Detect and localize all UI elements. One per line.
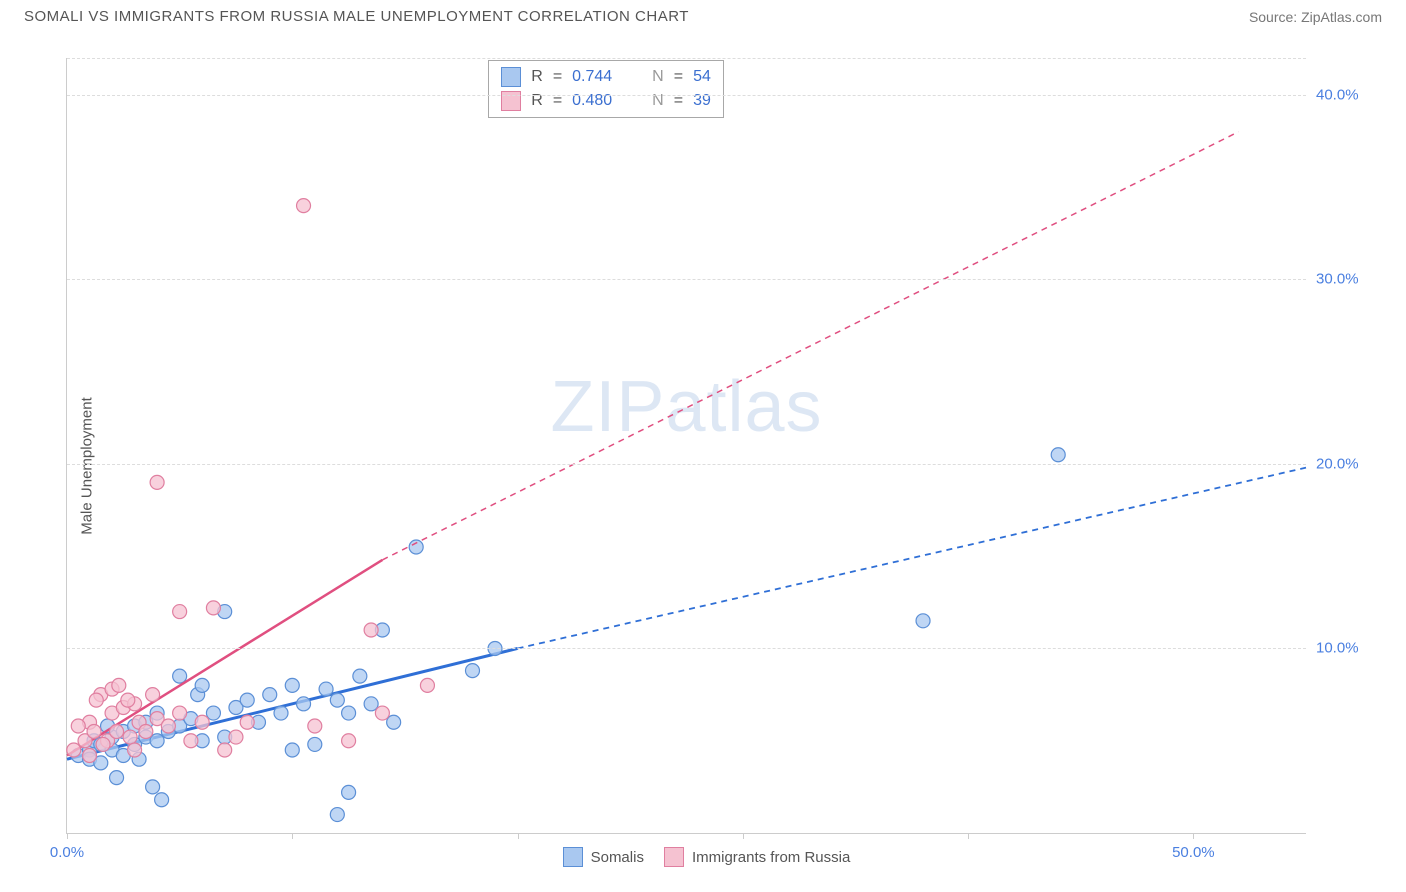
data-point	[308, 737, 322, 751]
data-point	[128, 743, 142, 757]
data-point	[87, 725, 101, 739]
data-point	[89, 693, 103, 707]
gridline	[67, 58, 1306, 59]
y-tick-label: 30.0%	[1316, 271, 1376, 288]
x-tick	[1193, 833, 1194, 839]
data-point	[112, 678, 126, 692]
data-point	[240, 715, 254, 729]
data-point	[297, 697, 311, 711]
trend-line-dashed	[382, 132, 1238, 560]
x-tick	[67, 833, 68, 839]
data-point	[387, 715, 401, 729]
data-point	[218, 743, 232, 757]
y-tick-label: 40.0%	[1316, 86, 1376, 103]
legend-item: Somalis	[563, 847, 644, 867]
gridline	[67, 464, 1306, 465]
data-point	[285, 743, 299, 757]
data-point	[161, 719, 175, 733]
x-tick	[292, 833, 293, 839]
data-point	[330, 693, 344, 707]
chart-container: Male Unemployment ZIPatlas R=0.744N=54R=…	[48, 48, 1386, 884]
data-point	[375, 706, 389, 720]
data-point	[916, 614, 930, 628]
data-point	[342, 706, 356, 720]
data-point	[420, 678, 434, 692]
data-point	[195, 715, 209, 729]
data-point	[274, 706, 288, 720]
data-point	[83, 749, 97, 763]
data-point	[342, 785, 356, 799]
data-point	[285, 678, 299, 692]
data-point	[240, 693, 254, 707]
data-point	[342, 734, 356, 748]
data-point	[173, 669, 187, 683]
data-point	[184, 734, 198, 748]
legend-bottom: Somalis Immigrants from Russia	[563, 847, 851, 867]
data-point	[110, 771, 124, 785]
gridline	[67, 648, 1306, 649]
data-point	[364, 697, 378, 711]
gridline	[67, 279, 1306, 280]
data-point	[465, 664, 479, 678]
data-point	[297, 199, 311, 213]
data-point	[155, 793, 169, 807]
data-point	[229, 730, 243, 744]
y-tick-label: 20.0%	[1316, 455, 1376, 472]
data-point	[364, 623, 378, 637]
data-point	[121, 693, 135, 707]
data-point	[206, 601, 220, 615]
x-tick-label: 0.0%	[50, 844, 84, 861]
data-point	[96, 737, 110, 751]
data-point	[353, 669, 367, 683]
y-tick-label: 10.0%	[1316, 640, 1376, 657]
x-tick-label: 50.0%	[1172, 844, 1215, 861]
x-tick	[743, 833, 744, 839]
x-tick	[518, 833, 519, 839]
data-point	[71, 719, 85, 733]
legend-label: Somalis	[591, 849, 644, 866]
trend-line-dashed	[518, 468, 1306, 649]
data-point	[150, 734, 164, 748]
data-point	[146, 688, 160, 702]
data-point	[263, 688, 277, 702]
plot-area: ZIPatlas R=0.744N=54R=0.480N=39 SomalisI…	[66, 58, 1306, 834]
legend-swatch	[563, 847, 583, 867]
data-point	[1051, 448, 1065, 462]
legend-item: Immigrants from Russia	[664, 847, 850, 867]
data-point	[409, 540, 423, 554]
x-tick	[968, 833, 969, 839]
source-label: Source: ZipAtlas.com	[1249, 9, 1382, 25]
legend-swatch	[664, 847, 684, 867]
gridline	[67, 95, 1306, 96]
data-point	[195, 678, 209, 692]
chart-title: SOMALI VS IMMIGRANTS FROM RUSSIA MALE UN…	[24, 8, 689, 25]
data-point	[123, 730, 137, 744]
header: SOMALI VS IMMIGRANTS FROM RUSSIA MALE UN…	[0, 0, 1406, 29]
data-point	[110, 725, 124, 739]
data-point	[139, 725, 153, 739]
data-point	[206, 706, 220, 720]
data-point	[173, 706, 187, 720]
data-point	[330, 808, 344, 822]
plot-svg	[67, 58, 1306, 833]
data-point	[308, 719, 322, 733]
data-point	[146, 780, 160, 794]
data-point	[173, 605, 187, 619]
data-point	[319, 682, 333, 696]
data-point	[150, 475, 164, 489]
legend-label: Immigrants from Russia	[692, 849, 850, 866]
data-point	[67, 743, 81, 757]
